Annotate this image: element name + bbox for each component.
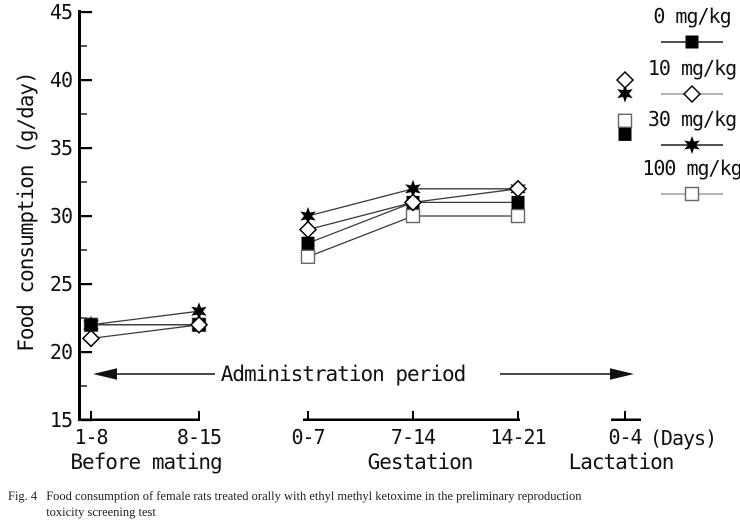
group-label-before-mating: Before mating [70, 450, 222, 474]
legend-label-10mgkg: 10 mg/kg [647, 56, 737, 80]
legend-marker-filled-star-icon [660, 135, 724, 155]
legend-row-100mgkg: 100 mg/kg [638, 156, 740, 204]
x-unit-label: (Days) [649, 426, 717, 450]
legend-label-30mgkg: 30 mg/kg [647, 107, 737, 131]
group-label-gestation: Gestation [367, 450, 474, 474]
x-tick-label-0-4: 0-4 [608, 425, 642, 449]
y-tick-label-25: 25 [49, 272, 73, 296]
annotation-administration-period: Administration period [220, 362, 467, 386]
x-tick-label-0-7: 0-7 [291, 425, 325, 449]
caption-tag: Fig. 4 [8, 489, 38, 503]
x-tick-label-8-15: 8-15 [176, 425, 222, 449]
legend-marker-open-square-icon [660, 184, 724, 204]
figure-caption: Fig. 4 Food consumption of female rats t… [8, 488, 606, 521]
legend-row-0mgkg: 0 mg/kg [638, 4, 740, 52]
legend-label-0mgkg: 0 mg/kg [653, 4, 731, 28]
legend-marker-open-diamond-icon [660, 84, 724, 104]
y-tick-label-30: 30 [49, 204, 73, 228]
y-tick-label-40: 40 [49, 68, 73, 92]
caption-text: Food consumption of female rats treated … [46, 489, 582, 520]
legend-marker-filled-square-icon [660, 32, 724, 52]
x-tick-label-1-8: 1-8 [74, 425, 108, 449]
x-tick-label-14-21: 14-21 [490, 425, 546, 449]
y-tick-label-35: 35 [49, 136, 73, 160]
y-tick-label-45: 45 [49, 0, 73, 24]
legend-label-100mgkg: 100 mg/kg [642, 156, 740, 180]
x-tick-label-7-14: 7-14 [390, 425, 436, 449]
legend-row-10mgkg: 10 mg/kg [638, 56, 740, 104]
y-tick-label-15: 15 [49, 408, 73, 432]
group-label-lactation: Lactation [568, 450, 675, 474]
legend-row-30mgkg: 30 mg/kg [638, 107, 740, 155]
y-tick-label-20: 20 [49, 340, 73, 364]
